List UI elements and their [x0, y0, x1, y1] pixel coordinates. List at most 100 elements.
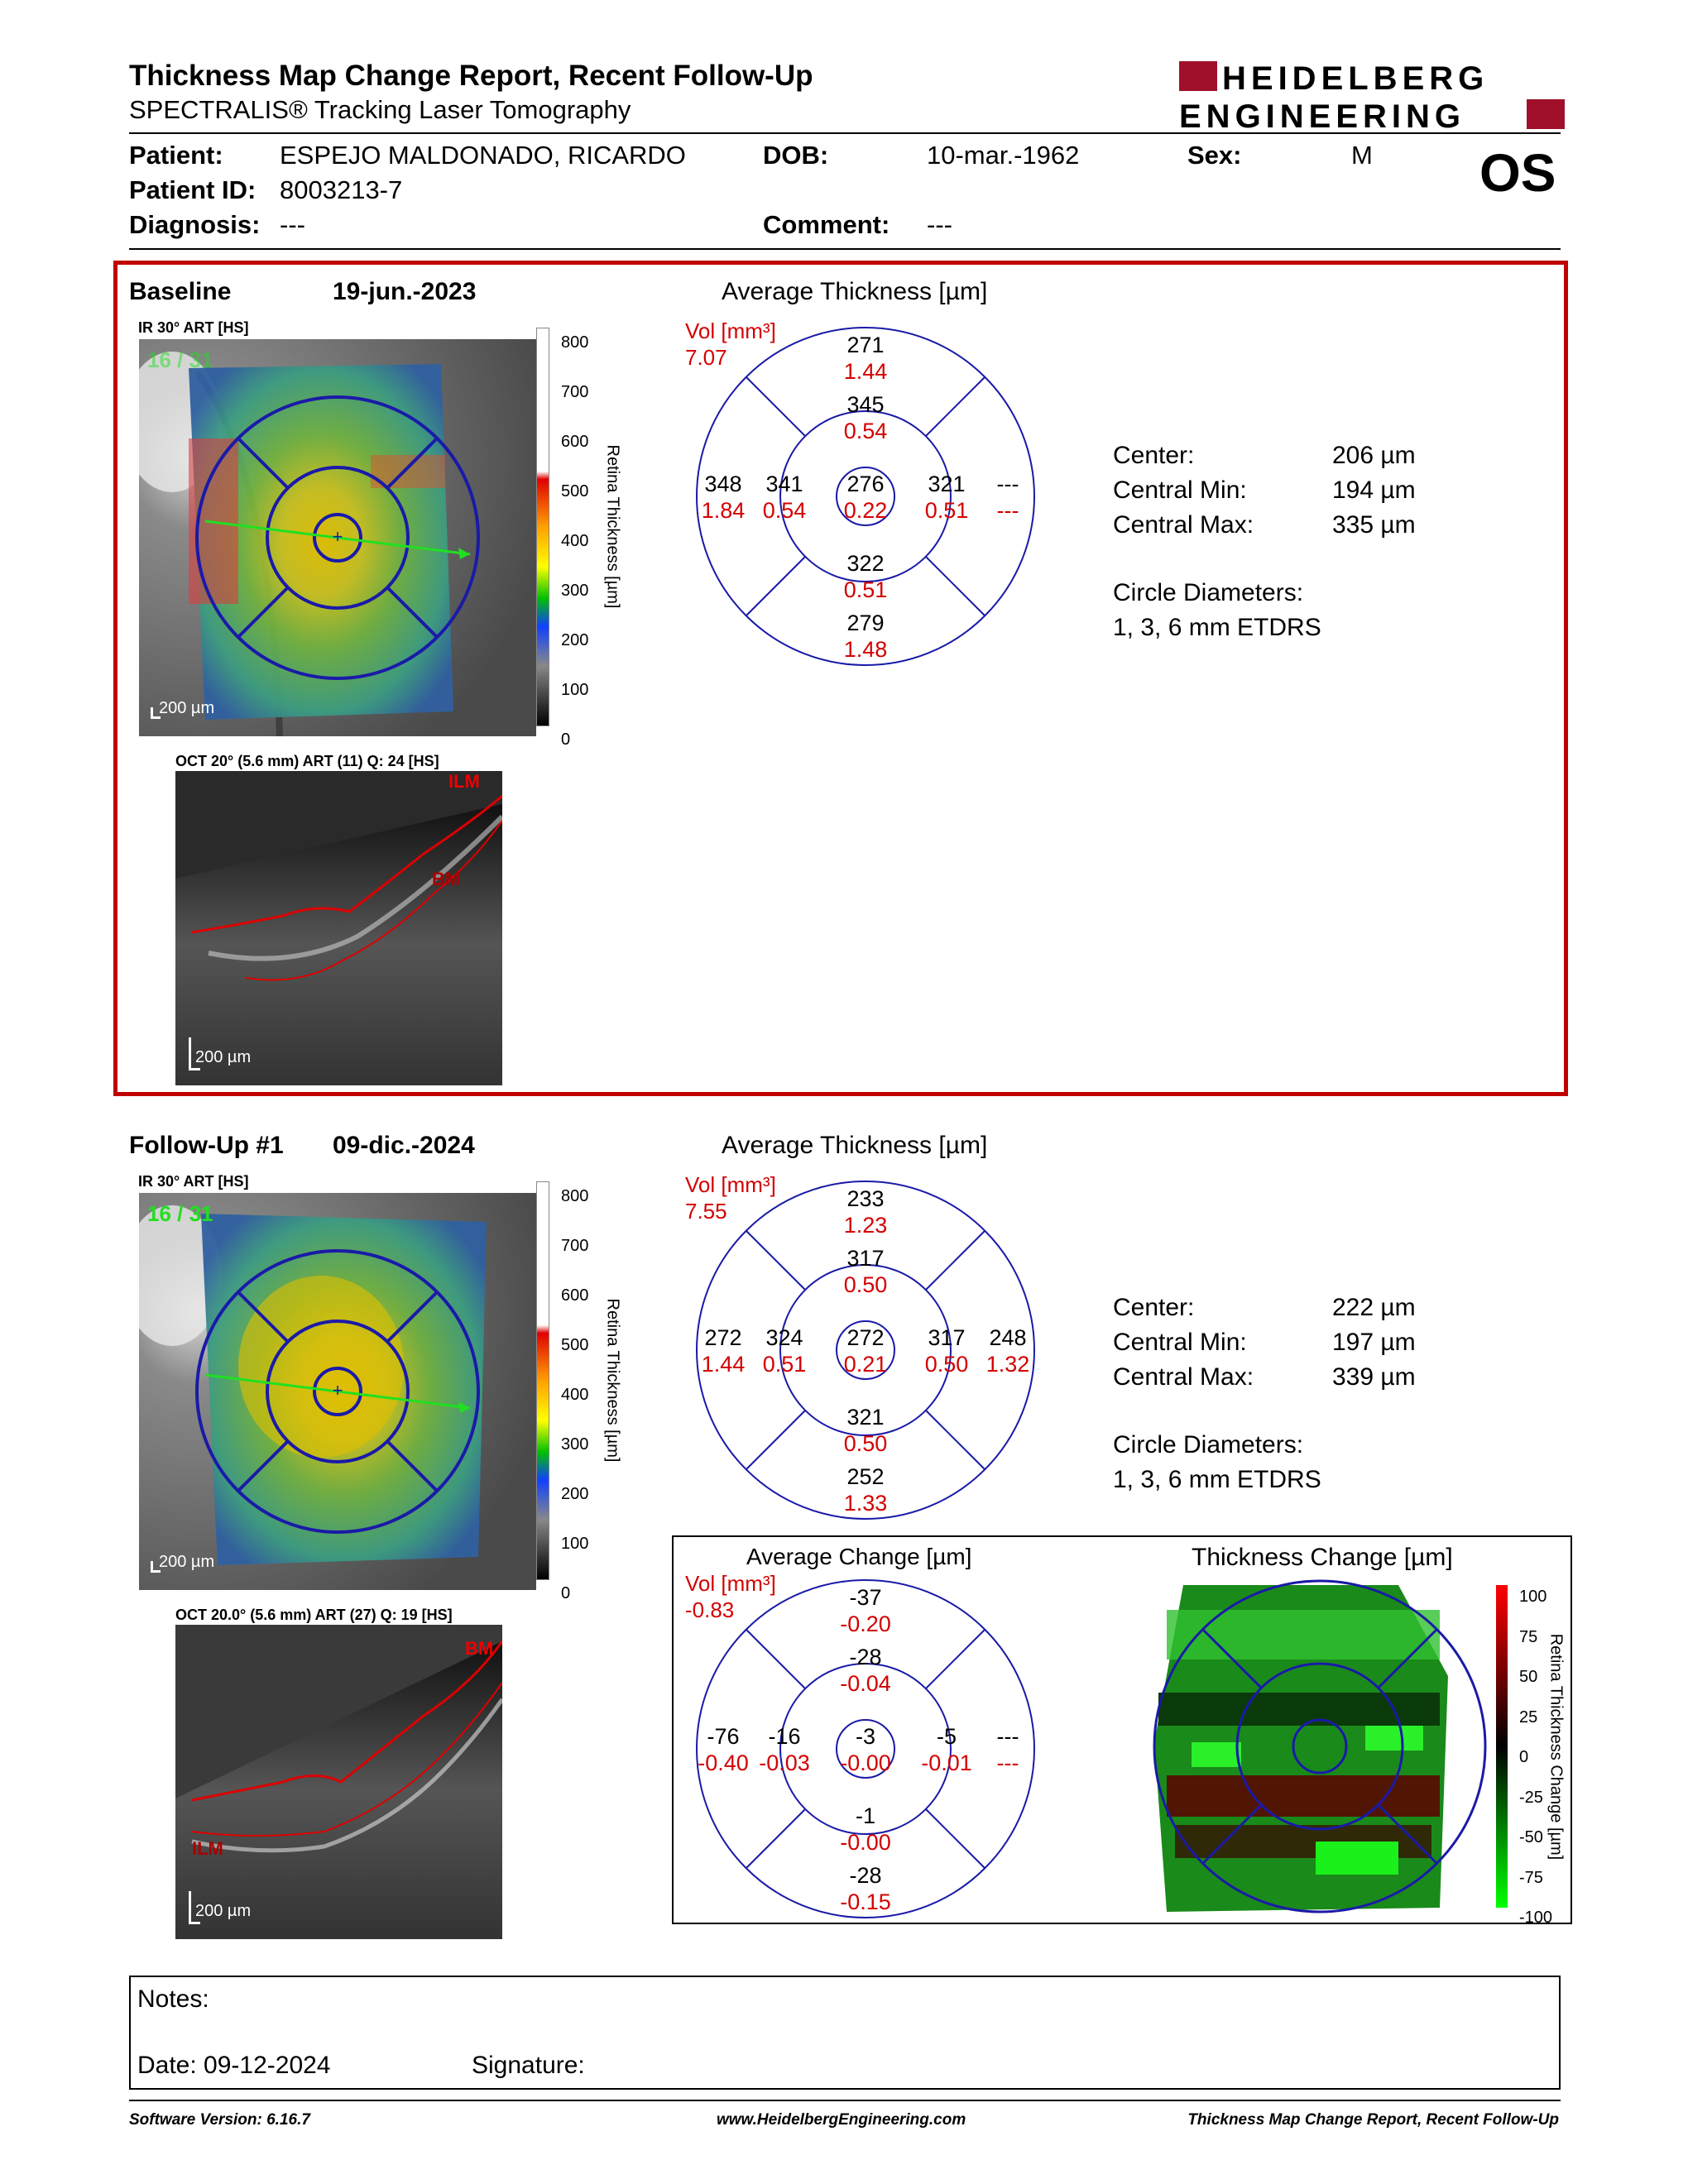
- b-center-t: 276: [846, 472, 884, 496]
- followup-bm-label: BM: [465, 1638, 494, 1659]
- b-inner-bottom-t: 322: [846, 551, 884, 576]
- comment-label: Comment:: [763, 210, 890, 239]
- baseline-oct-label: OCT 20° (5.6 mm) ART (11) Q: 24 [HS]: [175, 753, 439, 769]
- diagnosis-label: Diagnosis:: [129, 210, 261, 239]
- c-outer-right-v: ---: [997, 1751, 1019, 1775]
- b-inner-right-t: 321: [928, 472, 965, 496]
- followup-ir-label: IR 30° ART [HS]: [138, 1173, 249, 1190]
- b-inner-top-t: 345: [846, 392, 884, 417]
- baseline-ir-label: IR 30° ART [HS]: [138, 319, 249, 336]
- f-inner-right-v: 0.50: [925, 1352, 969, 1377]
- patient-id-value: 8003213-7: [280, 175, 403, 204]
- b-outer-right-t: ---: [997, 472, 1019, 496]
- c-inner-left-v: -0.03: [759, 1751, 810, 1775]
- f-inner-left-v: 0.51: [763, 1352, 807, 1377]
- patient-label: Patient:: [129, 141, 223, 170]
- thickness-change-map: [1150, 1577, 1489, 1916]
- c-center-v: -0.00: [840, 1751, 891, 1775]
- c-inner-right-v: -0.01: [921, 1751, 972, 1775]
- f-outer-left-v: 1.44: [702, 1352, 746, 1377]
- c-outer-top-t: -37: [849, 1585, 881, 1610]
- followup-vol: Vol [mm³] 7.55: [685, 1171, 776, 1224]
- baseline-min-value: 194 µm: [1332, 477, 1416, 504]
- footer-report: Thickness Map Change Report, Recent Foll…: [1187, 2111, 1559, 2129]
- change-panel: [672, 1535, 1572, 1924]
- f-inner-right-t: 317: [928, 1325, 965, 1350]
- c-outer-right-t: ---: [997, 1724, 1019, 1749]
- footer-website[interactable]: www.HeidelbergEngineering.com: [717, 2111, 966, 2129]
- b-outer-right-v: ---: [997, 498, 1019, 523]
- footer-software: Software Version: 6.16.7: [129, 2111, 310, 2129]
- change-vol-value: -0.83: [685, 1597, 735, 1622]
- followup-ilm-label: ILM: [192, 1838, 223, 1859]
- followup-center-value: 222 µm: [1332, 1294, 1416, 1321]
- baseline-date: 19-jun.-2023: [333, 278, 477, 305]
- report-subtitle: SPECTRALIS® Tracking Laser Tomography: [129, 95, 631, 124]
- followup-frame-counter: 16 / 31: [147, 1201, 213, 1226]
- baseline-vol-label: Vol [mm³]: [685, 318, 776, 343]
- change-avg-title: Average Change [µm]: [746, 1544, 972, 1569]
- b-outer-bottom-v: 1.48: [844, 637, 888, 662]
- comment-value: ---: [927, 210, 952, 239]
- f-outer-top-t: 233: [846, 1186, 884, 1211]
- c-inner-top-t: -28: [849, 1645, 881, 1669]
- change-scale-ticks: 100 75 50 25 0 -25 -50 -75 -100: [1519, 1588, 1553, 1927]
- baseline-bm-label: BM: [432, 869, 461, 889]
- baseline-ilm-label: ILM: [448, 771, 480, 792]
- baseline-oct-image: ILM BM 200 µm: [175, 771, 502, 1085]
- f-outer-top-v: 1.23: [844, 1213, 888, 1238]
- followup-label: Follow-Up #1: [129, 1132, 284, 1159]
- followup-oct-image: BM ILM 200 µm: [175, 1625, 502, 1939]
- f-center-t: 272: [846, 1325, 884, 1350]
- c-inner-bottom-t: -1: [856, 1803, 875, 1828]
- c-outer-bottom-v: -0.15: [840, 1889, 891, 1914]
- followup-scale-label: 200 µm: [159, 1553, 215, 1571]
- logo-line2: ENGINEERING: [1179, 98, 1465, 132]
- change-etdrs-grid: -37 -0.20 -28 -0.04 -76 -0.40 -16 -0.03 …: [696, 1579, 1035, 1918]
- baseline-frame-counter: 16 / 31: [147, 347, 213, 372]
- c-inner-right-t: -5: [937, 1724, 957, 1749]
- f-inner-bottom-v: 0.50: [844, 1431, 888, 1456]
- baseline-scale-label: 200 µm: [159, 699, 215, 717]
- f-inner-left-t: 324: [765, 1325, 803, 1350]
- f-inner-bottom-t: 321: [846, 1405, 884, 1430]
- report-title: Thickness Map Change Report, Recent Foll…: [129, 60, 813, 92]
- followup-avg-title: Average Thickness [µm]: [722, 1132, 988, 1159]
- c-outer-left-t: -76: [707, 1724, 739, 1749]
- baseline-fundus-image: + 16 / 31 200 µm: [139, 339, 536, 736]
- change-scale-title: Retina Thickness Change [µm]: [1547, 1633, 1566, 1861]
- b-outer-top-v: 1.44: [844, 359, 888, 384]
- followup-stats: Center: 222 µm Central Min: 197 µm Central…: [1113, 1291, 1444, 1497]
- baseline-oct-scale: 200 µm: [195, 1048, 252, 1066]
- c-inner-bottom-v: -0.00: [840, 1830, 891, 1855]
- b-outer-top-t: 271: [846, 333, 884, 357]
- b-inner-right-v: 0.51: [925, 498, 969, 523]
- c-center-t: -3: [856, 1724, 875, 1749]
- baseline-thickness-colorbar: [536, 328, 549, 726]
- baseline-max-value: 335 µm: [1332, 511, 1416, 539]
- c-inner-left-t: -16: [768, 1724, 800, 1749]
- baseline-frame: [113, 261, 1568, 1096]
- baseline-vol-value: 7.07: [685, 345, 727, 370]
- b-inner-left-t: 341: [765, 472, 803, 496]
- notes-box[interactable]: Notes: Date: 09-12-2024 Signature:: [129, 1976, 1561, 2090]
- notes-label: Notes:: [137, 1985, 209, 2013]
- followup-thickness-scale-title: Retina Thickness [µm]: [603, 1298, 622, 1463]
- baseline-stats: Center: 206 µm Central Min: 194 µm Central…: [1113, 438, 1444, 645]
- logo-line1: HEIDELBERG: [1222, 60, 1489, 97]
- b-inner-left-v: 0.54: [763, 498, 807, 523]
- b-outer-left-t: 348: [704, 472, 741, 496]
- b-outer-left-v: 1.84: [702, 498, 746, 523]
- c-outer-bottom-t: -28: [849, 1863, 881, 1888]
- diagnosis-value: ---: [280, 210, 305, 239]
- svg-text:+: +: [333, 526, 343, 547]
- b-inner-bottom-v: 0.51: [844, 577, 888, 602]
- change-map-title: Thickness Change [µm]: [1192, 1544, 1453, 1571]
- f-outer-right-t: 248: [989, 1325, 1026, 1350]
- followup-vol-label: Vol [mm³]: [685, 1172, 776, 1197]
- baseline-thickness-ticks: 800 700 600 500 400 300 200 100 0: [561, 333, 589, 749]
- followup-fundus-image: + 16 / 31 200 µm: [139, 1193, 536, 1590]
- b-outer-bottom-t: 279: [846, 611, 884, 635]
- eye-indicator: OS: [1479, 143, 1556, 203]
- patient-id-label: Patient ID:: [129, 175, 257, 204]
